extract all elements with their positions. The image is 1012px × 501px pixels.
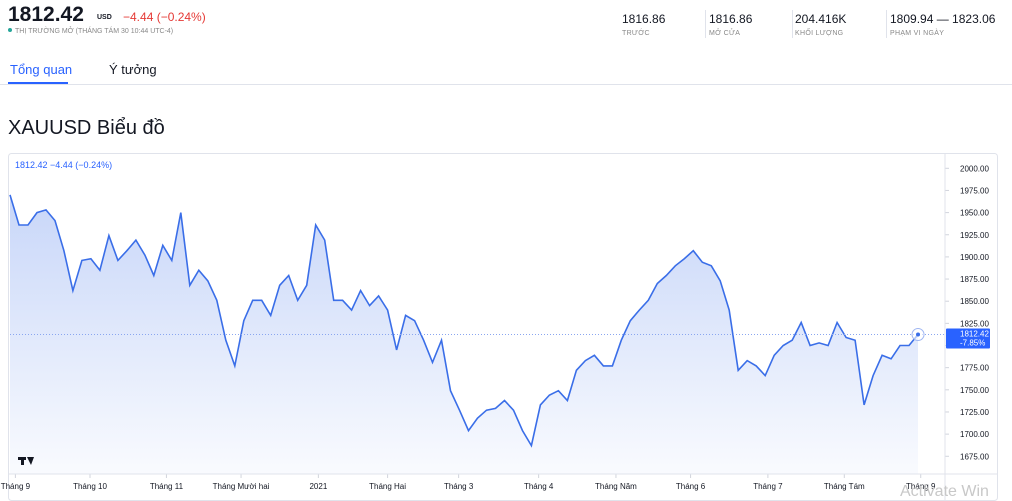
y-tick-label: 1675.00 (960, 452, 989, 461)
x-tick-label: Tháng Năm (595, 482, 637, 491)
stat-value: 1809.94 — 1823.06 (890, 12, 996, 26)
last-point (916, 332, 921, 337)
market-status: THỊ TRƯỜNG MỞ (THÁNG TÁM 30 10:44 UTC-4) (15, 28, 174, 35)
tv-logo (18, 457, 34, 465)
separator (705, 10, 706, 38)
price-line (9, 194, 919, 448)
section-title: XAUUSD Biểu đồ (8, 117, 165, 139)
y-tick-label: 1975.00 (960, 186, 989, 195)
x-tick-label: Tháng 7 (753, 482, 783, 491)
y-tick-label: 1900.00 (960, 253, 989, 262)
stat: 1809.94 — 1823.06 PHẠM VI NGÀY (890, 12, 995, 37)
tab[interactable]: Ý tưởng (109, 62, 157, 77)
y-tick-label: 1825.00 (960, 319, 989, 328)
stat: 1816.86 TRƯỚC (622, 12, 665, 37)
price-change: −4.44 (−0.24%) (123, 10, 206, 24)
watermark: Activate Win (900, 483, 989, 500)
price: 1812.42 (8, 3, 84, 26)
y-tick-label: 1775.00 (960, 364, 989, 373)
price-tag-change: -7.85% (960, 339, 985, 348)
x-tick-label: Tháng Hai (369, 482, 406, 491)
x-tick-label: Tháng 11 (150, 482, 184, 491)
x-tick-label: Tháng 10 (73, 482, 107, 491)
x-tick-label: Tháng 6 (676, 482, 706, 491)
x-tick-label: Tháng 3 (444, 482, 474, 491)
price-tag (946, 328, 990, 349)
currency: USD (97, 14, 112, 21)
x-tick-label: Tháng Tám (824, 482, 865, 491)
x-tick-label: 2021 (309, 482, 327, 491)
stat-label: KHỐI LƯỢNG (795, 30, 844, 37)
separator (886, 10, 887, 38)
y-tick-label: 1725.00 (960, 408, 989, 417)
x-tick-label: Tháng Mười hai (213, 482, 270, 491)
area (10, 194, 919, 474)
stat-label: TRƯỚC (622, 30, 650, 37)
y-tick-label: 2000.00 (960, 164, 989, 173)
divider (0, 84, 1012, 85)
stat: 1816.86 MỞ CỬA (709, 12, 752, 37)
x-tick-label: Tháng 9 (906, 482, 936, 491)
separator (792, 10, 793, 38)
y-tick-label: 1925.00 (960, 231, 989, 240)
tab[interactable]: Tổng quan (10, 62, 73, 77)
x-tick-label: Tháng 4 (524, 482, 554, 491)
stat-value: 1816.86 (709, 12, 753, 26)
chart-legend: 1812.42 −4.44 (−0.24%) (15, 160, 112, 170)
stat-label: MỞ CỬA (709, 30, 741, 37)
stat-label: PHẠM VI NGÀY (890, 30, 945, 37)
y-tick-label: 1950.00 (960, 209, 989, 218)
y-tick-label: 1875.00 (960, 275, 989, 284)
stat-value: 1816.86 (622, 12, 666, 26)
y-tick-label: 1850.00 (960, 297, 989, 306)
price-tag-price: 1812.42 (960, 330, 989, 339)
x-tick-label: Tháng 9 (1, 482, 31, 491)
stat-value: 204.416K (795, 12, 847, 26)
tab-underline (8, 82, 68, 84)
y-tick-label: 1750.00 (960, 386, 989, 395)
y-tick-label: 1700.00 (960, 430, 989, 439)
stat: 204.416K KHỐI LƯỢNG (795, 12, 846, 37)
status-dot (8, 28, 12, 32)
